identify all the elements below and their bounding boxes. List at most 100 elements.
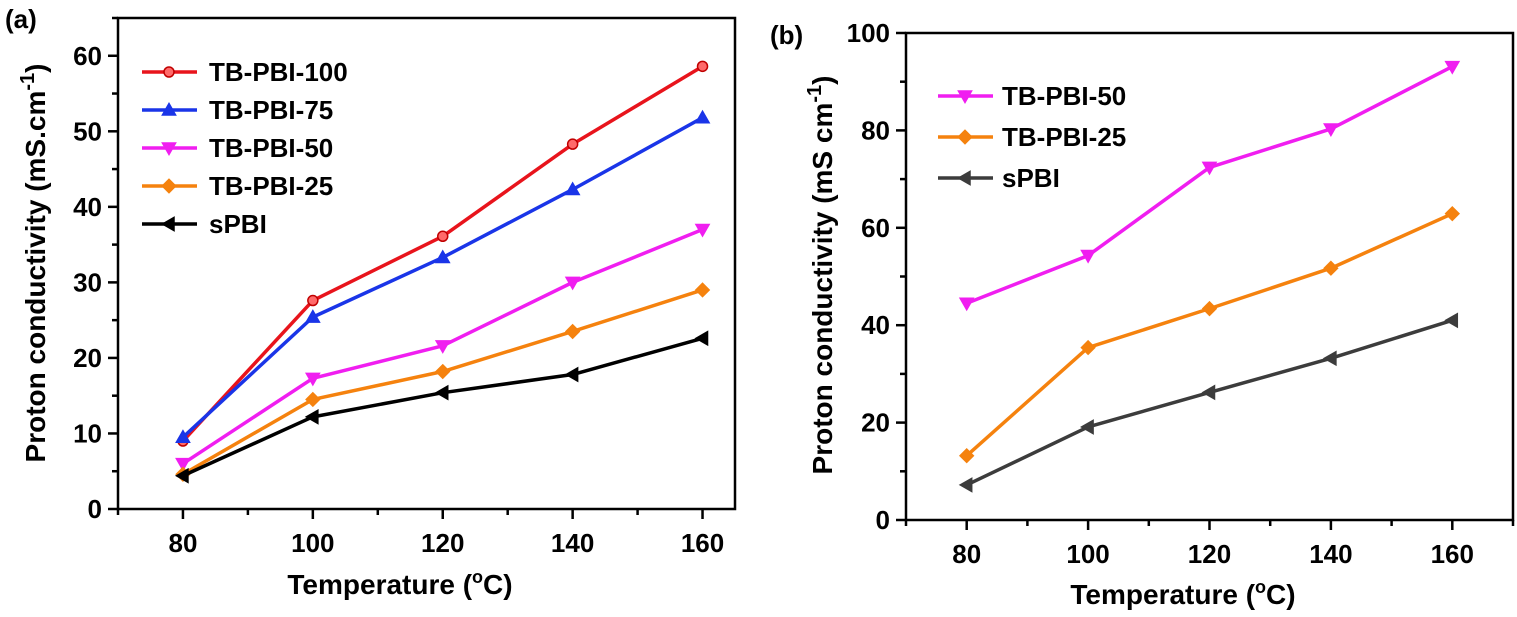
legend-entry: TB-PBI-100 [142, 57, 348, 87]
data-point [1201, 384, 1216, 401]
legend-label: sPBI [1002, 163, 1060, 193]
panel-label: (b) [770, 20, 803, 50]
legend-entry: TB-PBI-75 [142, 95, 333, 125]
data-point [958, 448, 975, 464]
data-point [1444, 205, 1461, 222]
data-point [434, 384, 449, 401]
series-TB-PBI-50 [175, 223, 711, 472]
x-axis-label: Temperature (oC) [1070, 577, 1295, 610]
data-point [175, 457, 191, 472]
x-tick-label: 120 [421, 528, 464, 558]
data-point [1080, 419, 1094, 435]
data-point [1444, 60, 1461, 75]
x-tick-label: 120 [1188, 539, 1231, 569]
series-sPBI [958, 312, 1459, 493]
x-tick-label: 100 [1066, 539, 1109, 569]
y-tick-label: 20 [861, 408, 890, 438]
legend-label: TB-PBI-75 [209, 95, 333, 125]
data-point [307, 294, 319, 307]
data-point [436, 230, 449, 243]
legend-entry: sPBI [938, 163, 1060, 193]
data-point [694, 282, 711, 298]
data-point [1201, 300, 1218, 317]
x-tick-label: 140 [551, 528, 594, 558]
series-line [965, 212, 1454, 458]
legend-marker [163, 66, 175, 78]
x-tick-label: 160 [681, 528, 724, 558]
data-point [434, 249, 451, 264]
data-point [434, 340, 451, 354]
series-TB-PBI-25 [958, 205, 1461, 464]
y-tick-label: 30 [73, 267, 102, 297]
data-point [435, 363, 451, 380]
legend-label: sPBI [209, 209, 267, 239]
y-tick-label: 0 [876, 505, 890, 535]
legend-label: TB-PBI-50 [1002, 81, 1126, 111]
data-point [1201, 161, 1218, 176]
series-TB-PBI-50 [958, 60, 1461, 312]
series-sPBI [174, 330, 709, 484]
legend-marker [161, 101, 177, 116]
x-axis-label: Temperature (oC) [287, 567, 512, 600]
series-TB-PBI-75 [175, 109, 711, 443]
data-point [958, 297, 975, 312]
data-point [304, 372, 321, 387]
data-point [564, 181, 581, 196]
plot-frame [116, 16, 737, 511]
data-point [566, 138, 579, 150]
x-tick-label: 80 [952, 539, 981, 569]
legend: TB-PBI-50 TB-PBI-25 sPBI [938, 81, 1126, 193]
data-point [1323, 260, 1339, 276]
x-tick-label: 80 [168, 528, 197, 558]
series-line [965, 318, 1453, 487]
data-point [564, 323, 581, 340]
data-point [174, 467, 189, 484]
y-axis-label: Proton conductivity (mS cm-1) [804, 76, 838, 475]
y-tick-label: 0 [88, 494, 102, 524]
y-tick-label: 60 [73, 41, 102, 71]
legend-entry: TB-PBI-50 [938, 81, 1126, 111]
data-point [1323, 123, 1339, 137]
y-tick-label: 60 [861, 213, 890, 243]
legend-marker [957, 90, 973, 105]
data-point [694, 223, 711, 238]
data-point [1080, 339, 1096, 356]
legend-marker [957, 129, 973, 145]
x-tick-label: 100 [291, 528, 334, 558]
legend-entry: TB-PBI-25 [938, 122, 1126, 152]
legend-label: TB-PBI-100 [209, 57, 348, 87]
data-point [1322, 350, 1337, 367]
x-tick-label: 140 [1309, 539, 1352, 569]
legend-marker [161, 142, 177, 157]
y-axis-label: Proton conductivity (mS.cm-1) [17, 64, 51, 463]
legend-label: TB-PBI-25 [1002, 122, 1126, 152]
panel-label: (a) [5, 4, 37, 34]
chart-panel-a: 0 10 20 30 40 50 60 80 100 120 140 160 (a) Temperatur… [5, 4, 737, 600]
plot-frame [904, 31, 1515, 522]
data-point [1080, 249, 1096, 264]
legend-marker [956, 170, 971, 186]
x-tick-label: 160 [1431, 539, 1474, 569]
data-point [305, 391, 321, 408]
data-point [304, 408, 319, 425]
series-line [182, 288, 704, 476]
y-tick-label: 10 [73, 418, 102, 448]
y-tick-label: 50 [73, 116, 102, 146]
data-point [694, 330, 709, 347]
series-TB-PBI-25 [175, 282, 711, 482]
chart-panel-b: 0 20 40 60 80 100 80 100 120 140 160 (b) Temperature… [770, 18, 1515, 610]
y-tick-label: 80 [861, 115, 890, 145]
y-tick-label: 40 [861, 310, 890, 340]
data-point [304, 309, 321, 323]
legend-marker [160, 216, 175, 232]
legend-entry: TB-PBI-25 [142, 171, 333, 201]
legend-entry: sPBI [142, 209, 267, 239]
legend-entry: TB-PBI-50 [142, 133, 333, 163]
legend-label: TB-PBI-25 [209, 171, 333, 201]
legend: TB-PBI-100 TB-PBI-75 TB-PBI-50 TB-PBI-25 sPB… [142, 57, 348, 239]
data-point [564, 366, 579, 383]
data-point [564, 276, 581, 291]
legend-marker [161, 178, 177, 194]
y-tick-label: 40 [73, 192, 102, 222]
